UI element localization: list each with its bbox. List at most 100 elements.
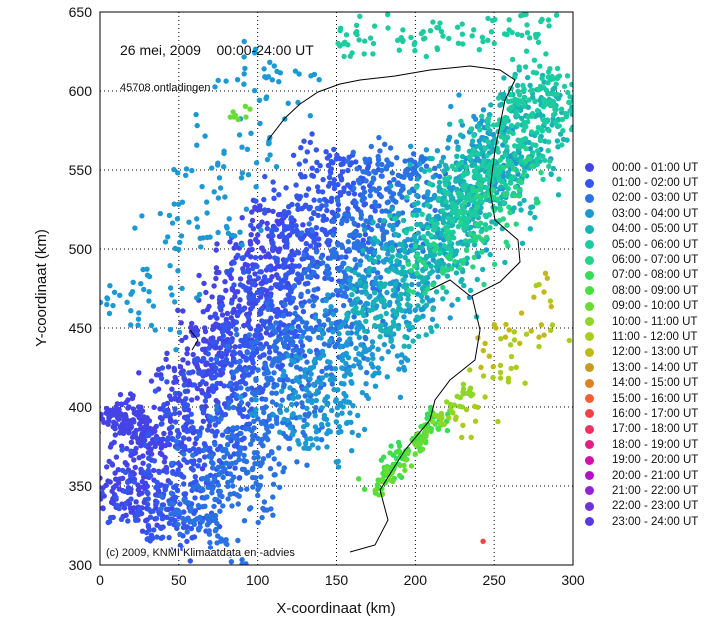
legend-item: 02:00 - 03:00 UT [585,191,698,206]
discharge-point [176,329,183,335]
discharge-point [207,515,213,521]
discharge-point [238,175,245,181]
discharge-point [181,445,187,451]
discharge-point [277,70,283,76]
discharge-point [243,357,249,363]
discharge-point [390,319,397,325]
discharge-point [466,154,472,160]
discharge-point [166,212,173,219]
discharge-point [458,159,465,166]
discharge-point [350,180,357,186]
discharge-point [542,270,549,276]
discharge-point [547,102,554,108]
discharge-point [206,386,212,392]
discharge-point [514,31,521,38]
discharge-point [357,262,363,268]
discharge-point [192,474,198,480]
discharge-point [422,290,428,296]
legend-item: 11:00 - 12:00 UT [585,329,698,344]
discharge-point [446,35,452,42]
discharge-point [570,97,573,103]
discharge-point [132,225,138,231]
discharge-point [184,428,190,435]
discharge-point [459,21,465,27]
discharge-point [363,335,369,342]
discharge-point [369,339,376,345]
discharge-point [460,205,466,211]
discharge-point [265,429,272,435]
discharge-point [523,331,530,337]
discharge-point [225,483,231,489]
discharge-point [264,156,271,163]
discharge-point [162,487,168,493]
discharge-point [518,179,525,186]
discharge-point [235,501,241,507]
discharge-point [523,12,529,17]
discharge-point [304,445,310,451]
discharge-point [249,369,255,375]
discharge-point [167,326,174,333]
discharge-point [319,375,326,381]
discharge-point [252,271,258,277]
discharge-point [324,207,330,214]
discharge-point [114,502,120,508]
discharge-point [464,247,470,253]
discharge-point [502,192,509,199]
discharge-point [503,321,509,328]
discharge-point [349,380,355,386]
discharge-point [292,310,298,317]
discharge-point [276,484,283,490]
discharge-point [432,412,438,418]
discharge-point [257,269,263,275]
discharge-point [519,240,526,246]
discharge-point [255,416,261,422]
discharge-point [419,211,425,217]
discharge-point [296,379,303,385]
discharge-point [262,253,269,260]
discharge-point [274,338,280,344]
discharge-point [408,267,414,274]
discharge-point [383,229,390,235]
discharge-point [230,375,236,381]
discharge-point [543,101,549,108]
discharge-point [367,255,374,262]
discharge-point [546,23,552,29]
discharge-point [123,413,129,420]
discharge-point [254,239,261,245]
discharge-point [223,223,230,230]
discharge-point [308,436,314,442]
discharge-point [363,159,369,165]
discharge-point [195,357,201,364]
discharge-point [376,370,382,376]
discharge-point [313,391,319,397]
discharge-point [424,415,430,421]
discharge-point [359,289,365,295]
points-layer [93,6,582,565]
x-tick-label: 300 [561,572,585,588]
discharge-point [443,289,450,295]
discharge-point [141,286,147,293]
discharge-point [575,110,580,115]
discharge-point [353,22,360,28]
discharge-point [93,487,98,492]
discharge-point [248,411,254,417]
discharge-point [429,6,434,11]
discharge-point [182,388,188,395]
discharge-point [577,138,582,143]
discharge-point [193,111,199,118]
discharge-point [345,368,351,374]
discharge-point [515,88,521,95]
discharge-point [535,87,542,93]
discharge-point [559,116,566,123]
discharge-point [446,134,453,140]
discharge-point [201,441,208,447]
discharge-point [253,349,260,355]
discharge-point [390,226,396,233]
discharge-point [158,506,164,512]
discharge-point [298,339,304,345]
discharge-point [574,96,579,101]
discharge-point [505,379,512,385]
discharge-point [453,139,460,145]
discharge-point [180,372,186,378]
discharge-point [381,218,387,224]
